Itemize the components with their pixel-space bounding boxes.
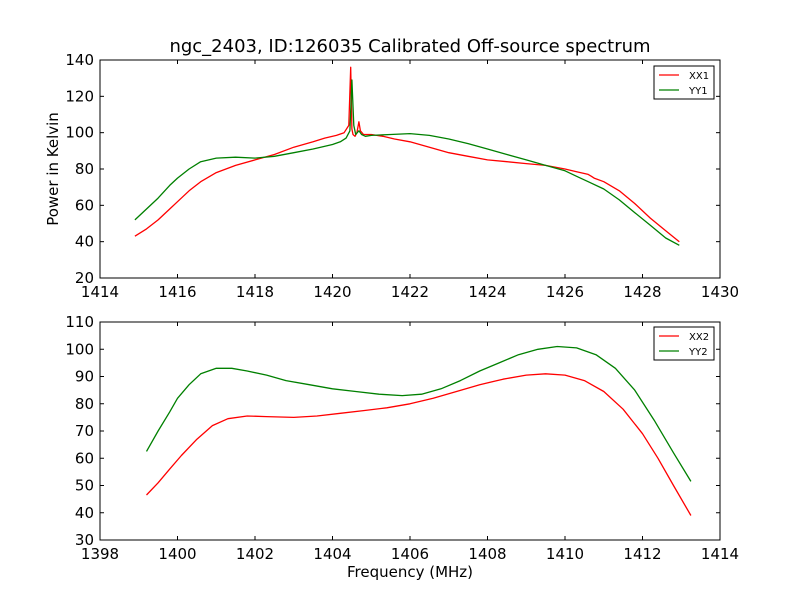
top-y-tick-label: 20	[75, 269, 94, 287]
top-x-tick-label: 1414	[81, 283, 119, 301]
bottom-legend-label-yy2: YY2	[688, 347, 708, 358]
bottom-y-tick-label: 30	[75, 531, 94, 549]
bottom-x-tick-label: 1414	[701, 545, 739, 563]
bottom-y-tick-label: 70	[75, 422, 94, 440]
top-y-tick-label: 140	[65, 51, 94, 69]
bottom-y-tick-label: 90	[75, 368, 94, 386]
y-axis-label-top: Power in Kelvin	[44, 112, 62, 226]
top-legend-label-yy1: YY1	[688, 86, 708, 97]
top-x-tick-label: 1418	[236, 283, 274, 301]
bottom-panel: 1398 1400 1402 1404 1406 1408 1410 1412 1414 30 40…	[65, 313, 739, 563]
top-series-line-yy1	[134, 79, 680, 246]
bottom-y-tick-label: 40	[75, 504, 94, 522]
top-x-tick-label: 1430	[701, 283, 739, 301]
bottom-y-tick-label: 80	[75, 395, 94, 413]
top-legend-label-xx1: XX1	[689, 71, 709, 82]
top-y-tick-label: 120	[65, 87, 94, 105]
bottom-y-tick-label: 60	[75, 449, 94, 467]
bottom-y-tick-label: 110	[65, 313, 94, 331]
top-x-tick-label: 1426	[546, 283, 584, 301]
bottom-x-tick-label: 1400	[158, 545, 196, 563]
top-panel: 1414 1416 1418 1420 1422 1424 1426 1428 1430 20 40…	[65, 51, 739, 301]
top-y-tick-label: 80	[75, 160, 94, 178]
top-y-tick-label: 60	[75, 196, 94, 214]
top-x-tick-label: 1416	[158, 283, 196, 301]
bottom-x-tick-label: 1398	[81, 545, 119, 563]
top-x-tick-label: 1424	[468, 283, 506, 301]
chart-title: ngc_2403, ID:126035 Calibrated Off-sourc…	[169, 36, 650, 57]
top-x-tick-label: 1422	[391, 283, 429, 301]
bottom-x-tick-label: 1410	[546, 545, 584, 563]
x-axis-label-bottom: Frequency (MHz)	[347, 563, 473, 581]
bottom-y-tick-label: 50	[75, 477, 94, 495]
top-x-tick-label: 1428	[623, 283, 661, 301]
top-y-tick-label: 100	[65, 124, 94, 142]
bottom-x-tick-label: 1406	[391, 545, 429, 563]
top-legend-box	[653, 65, 715, 100]
bottom-x-tick-label: 1404	[313, 545, 351, 563]
bottom-x-tick-label: 1402	[236, 545, 274, 563]
bottom-legend-box	[653, 326, 715, 361]
bottom-series-line-xx2	[146, 373, 692, 516]
top-x-tick-label: 1420	[313, 283, 351, 301]
bottom-x-tick-label: 1408	[468, 545, 506, 563]
bottom-legend-label-xx2: XX2	[689, 332, 709, 343]
top-y-tick-label: 40	[75, 233, 94, 251]
bottom-x-tick-label: 1412	[623, 545, 661, 563]
top-series-line-xx1	[134, 66, 680, 243]
bottom-y-tick-label: 100	[65, 340, 94, 358]
bottom-series-line-yy2	[145, 345, 692, 482]
